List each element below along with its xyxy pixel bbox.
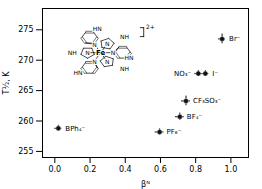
svg-text:Fe: Fe [96, 49, 105, 57]
svg-text:1.0: 1.0 [225, 165, 238, 174]
svg-text:0.2: 0.2 [84, 165, 97, 174]
svg-text:NH: NH [120, 33, 129, 40]
svg-text:0.6: 0.6 [154, 165, 167, 174]
svg-text:2+: 2+ [146, 23, 155, 30]
svg-text:0.0: 0.0 [48, 165, 61, 174]
svg-text:CF₃SO₃⁻: CF₃SO₃⁻ [193, 97, 221, 105]
svg-text:N: N [92, 41, 97, 48]
svg-text:βᴺ: βᴺ [141, 180, 150, 189]
svg-text:265: 265 [18, 86, 33, 95]
svg-text:255: 255 [18, 147, 33, 156]
svg-text:HN: HN [124, 54, 133, 61]
svg-text:NO₃⁻: NO₃⁻ [174, 70, 192, 78]
svg-text:275: 275 [18, 25, 33, 34]
svg-text:NH: NH [68, 49, 77, 56]
svg-text:Br⁻: Br⁻ [229, 35, 241, 43]
svg-text:260: 260 [18, 117, 33, 126]
svg-text:NH: NH [120, 65, 129, 72]
svg-text:N: N [85, 49, 90, 56]
svg-text:N: N [111, 49, 116, 56]
svg-text:HN: HN [93, 25, 102, 32]
svg-text:N: N [105, 40, 110, 47]
svg-text:PF₆⁻: PF₆⁻ [167, 128, 182, 136]
svg-text:BF₄⁻: BF₄⁻ [187, 113, 203, 121]
svg-text:270: 270 [18, 56, 33, 65]
svg-text:0.8: 0.8 [189, 165, 202, 174]
svg-text:I⁻: I⁻ [212, 70, 218, 78]
svg-text:0.4: 0.4 [119, 165, 132, 174]
svg-text:N: N [92, 58, 97, 65]
svg-text:N: N [105, 58, 110, 65]
svg-text:BPh₄⁻: BPh₄⁻ [65, 125, 85, 133]
svg-text:T½, K: T½, K [2, 71, 11, 96]
svg-text:HN: HN [73, 69, 82, 76]
